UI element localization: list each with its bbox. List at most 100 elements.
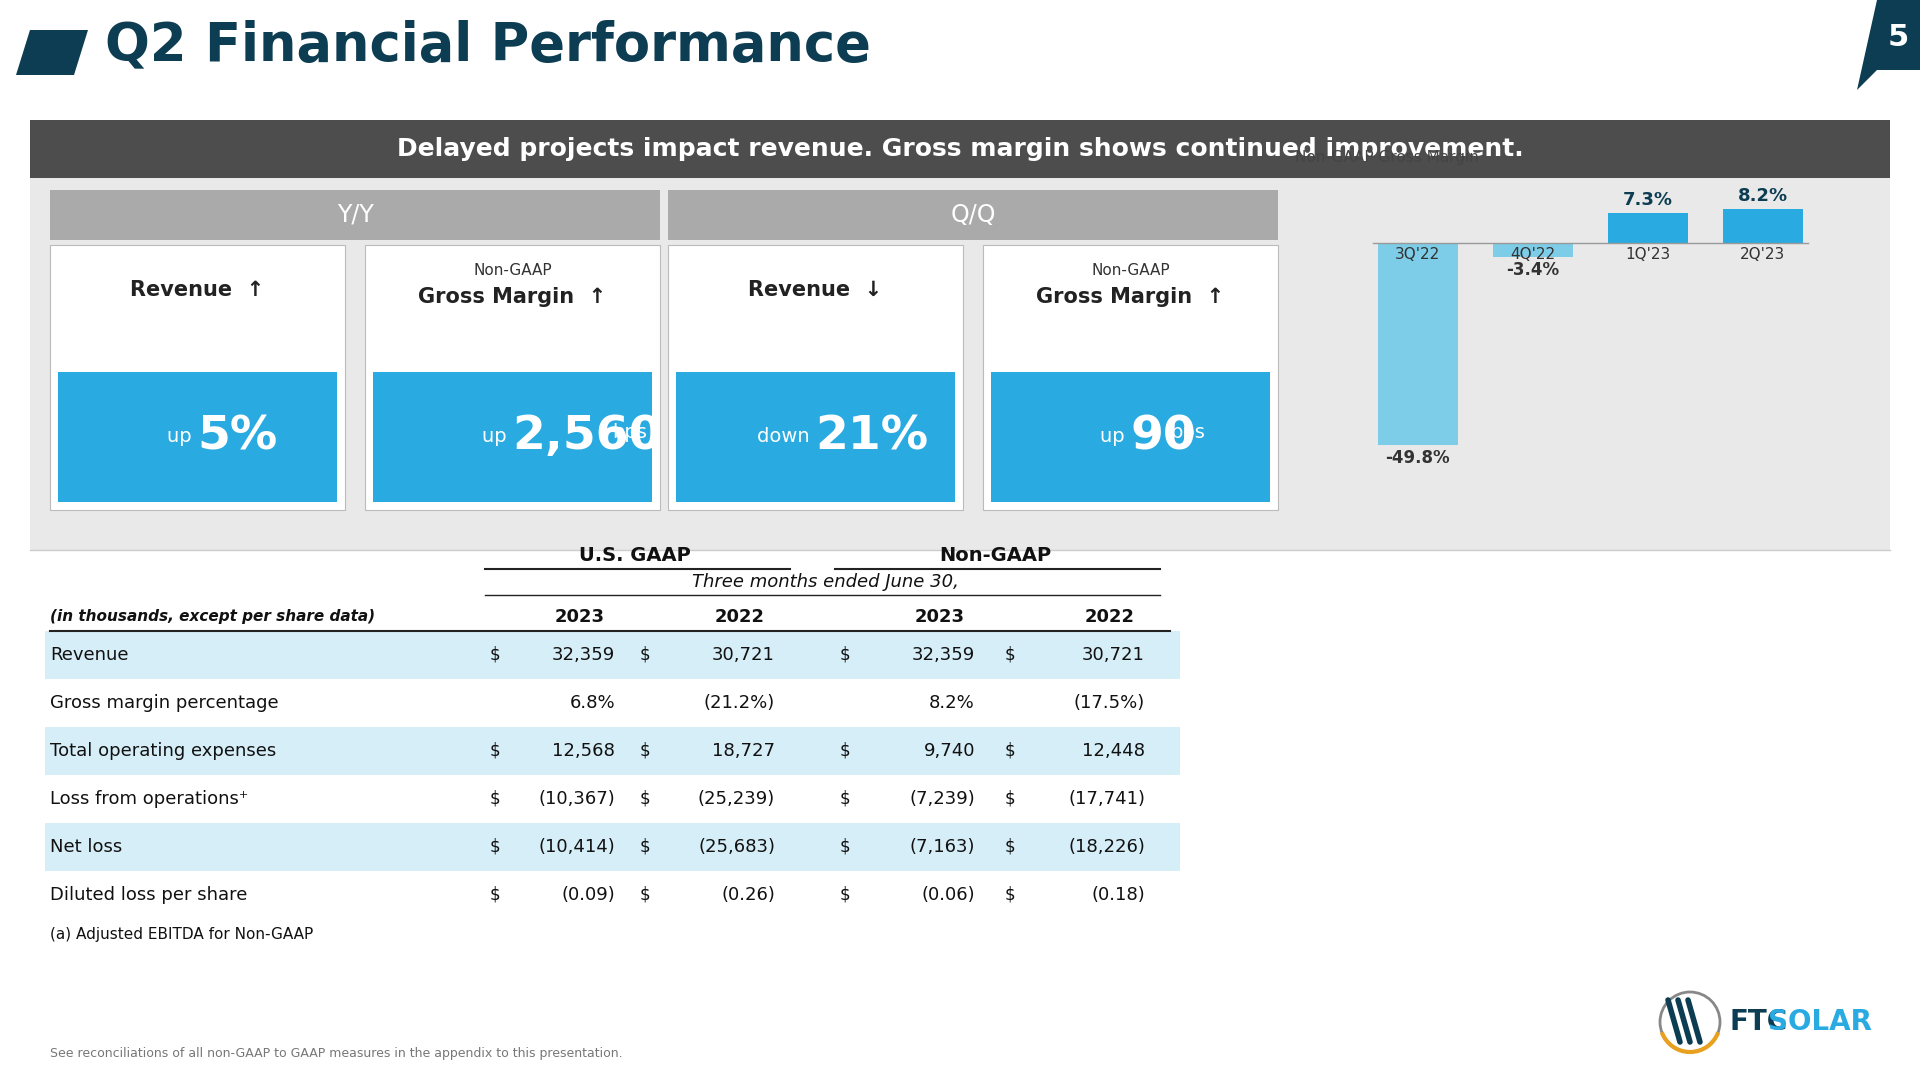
Text: 90: 90 xyxy=(1131,415,1196,459)
Text: (a) Adjusted EBITDA for Non-GAAP: (a) Adjusted EBITDA for Non-GAAP xyxy=(50,927,313,942)
Text: up: up xyxy=(1100,428,1131,446)
Text: (17.5%): (17.5%) xyxy=(1073,694,1144,712)
Polygon shape xyxy=(35,30,69,75)
Polygon shape xyxy=(15,30,52,75)
FancyBboxPatch shape xyxy=(1607,213,1688,243)
Text: $: $ xyxy=(841,789,851,808)
FancyBboxPatch shape xyxy=(44,727,1181,775)
FancyBboxPatch shape xyxy=(668,190,1279,240)
Text: $: $ xyxy=(490,789,501,808)
Text: U.S. GAAP: U.S. GAAP xyxy=(580,546,691,565)
Text: Delayed projects impact revenue. Gross margin shows continued improvement.: Delayed projects impact revenue. Gross m… xyxy=(397,137,1523,161)
Text: $: $ xyxy=(841,742,851,760)
Text: 2,560: 2,560 xyxy=(513,415,662,459)
FancyBboxPatch shape xyxy=(668,245,964,510)
Text: bps: bps xyxy=(612,422,647,442)
Text: Q2 Financial Performance: Q2 Financial Performance xyxy=(106,19,872,71)
Text: (7,239): (7,239) xyxy=(910,789,975,808)
Text: Gross margin percentage: Gross margin percentage xyxy=(50,694,278,712)
Text: 8.2%: 8.2% xyxy=(929,694,975,712)
Text: 9,740: 9,740 xyxy=(924,742,975,760)
Text: Revenue  ↓: Revenue ↓ xyxy=(749,280,883,300)
FancyBboxPatch shape xyxy=(44,631,1181,679)
Text: 5: 5 xyxy=(1887,24,1908,53)
Text: $: $ xyxy=(639,742,651,760)
Text: (25,683): (25,683) xyxy=(699,838,776,856)
FancyBboxPatch shape xyxy=(991,372,1269,502)
Text: $: $ xyxy=(1004,789,1016,808)
Text: (in thousands, except per share data): (in thousands, except per share data) xyxy=(50,609,374,624)
Text: $: $ xyxy=(841,886,851,904)
FancyBboxPatch shape xyxy=(58,372,338,502)
Text: $: $ xyxy=(490,886,501,904)
Text: Gross Margin  ↑: Gross Margin ↑ xyxy=(1037,287,1225,307)
Text: 3Q'22: 3Q'22 xyxy=(1394,246,1440,261)
Text: -49.8%: -49.8% xyxy=(1384,449,1450,467)
FancyBboxPatch shape xyxy=(31,120,1889,550)
Text: $: $ xyxy=(639,789,651,808)
Text: (18,226): (18,226) xyxy=(1068,838,1144,856)
FancyBboxPatch shape xyxy=(1722,210,1803,243)
Text: SOLAR: SOLAR xyxy=(1768,1008,1872,1036)
FancyBboxPatch shape xyxy=(983,245,1279,510)
Text: (25,239): (25,239) xyxy=(697,789,776,808)
Text: 21%: 21% xyxy=(816,415,929,459)
Text: 30,721: 30,721 xyxy=(712,646,776,664)
Text: (21.2%): (21.2%) xyxy=(705,694,776,712)
Text: Non-GAAP: Non-GAAP xyxy=(472,264,551,278)
Text: 2022: 2022 xyxy=(714,608,764,626)
Text: Q/Q: Q/Q xyxy=(950,203,996,227)
Text: bps: bps xyxy=(1171,422,1206,442)
FancyBboxPatch shape xyxy=(50,245,346,510)
Text: Revenue: Revenue xyxy=(50,646,129,664)
Text: 30,721: 30,721 xyxy=(1083,646,1144,664)
Text: 2Q'23: 2Q'23 xyxy=(1740,246,1786,261)
Text: $: $ xyxy=(639,838,651,856)
Text: $: $ xyxy=(490,838,501,856)
Text: Y/Y: Y/Y xyxy=(336,203,372,227)
FancyBboxPatch shape xyxy=(50,190,660,240)
FancyBboxPatch shape xyxy=(44,823,1181,870)
Text: 18,727: 18,727 xyxy=(712,742,776,760)
Text: down: down xyxy=(756,428,816,446)
Text: $: $ xyxy=(1004,838,1016,856)
Text: 12,568: 12,568 xyxy=(553,742,614,760)
Text: FTC: FTC xyxy=(1730,1008,1788,1036)
Text: $: $ xyxy=(1004,646,1016,664)
FancyBboxPatch shape xyxy=(1377,243,1457,445)
Text: 4Q'22: 4Q'22 xyxy=(1509,246,1555,261)
Text: up: up xyxy=(167,428,198,446)
FancyBboxPatch shape xyxy=(372,372,653,502)
Text: (7,163): (7,163) xyxy=(910,838,975,856)
Text: (0.09): (0.09) xyxy=(561,886,614,904)
Text: $: $ xyxy=(490,742,501,760)
Text: Three months ended June 30,: Three months ended June 30, xyxy=(691,573,958,591)
Text: Non-GAAP: Non-GAAP xyxy=(939,546,1050,565)
Text: 2022: 2022 xyxy=(1085,608,1135,626)
Text: (0.26): (0.26) xyxy=(722,886,776,904)
Text: 32,359: 32,359 xyxy=(912,646,975,664)
Text: 8.2%: 8.2% xyxy=(1738,188,1788,205)
Text: Loss from operations⁺: Loss from operations⁺ xyxy=(50,789,248,808)
Text: $: $ xyxy=(639,886,651,904)
Text: Gross Margin  ↑: Gross Margin ↑ xyxy=(419,287,607,307)
Text: (0.06): (0.06) xyxy=(922,886,975,904)
Text: 5%: 5% xyxy=(198,415,278,459)
Text: Non-GAAP Gross Margin: Non-GAAP Gross Margin xyxy=(1294,150,1478,165)
Text: $: $ xyxy=(841,838,851,856)
Text: 32,359: 32,359 xyxy=(551,646,614,664)
FancyBboxPatch shape xyxy=(1492,243,1572,257)
Text: $: $ xyxy=(639,646,651,664)
Text: $: $ xyxy=(1004,886,1016,904)
FancyBboxPatch shape xyxy=(31,120,1889,178)
Text: Non-GAAP: Non-GAAP xyxy=(1091,264,1169,278)
Text: 7.3%: 7.3% xyxy=(1622,191,1672,210)
Text: 6.8%: 6.8% xyxy=(570,694,614,712)
Text: (0.18): (0.18) xyxy=(1091,886,1144,904)
Text: (17,741): (17,741) xyxy=(1068,789,1144,808)
Text: Diluted loss per share: Diluted loss per share xyxy=(50,886,248,904)
Text: Net loss: Net loss xyxy=(50,838,123,856)
Text: 2023: 2023 xyxy=(916,608,966,626)
Text: Revenue  ↑: Revenue ↑ xyxy=(131,280,265,300)
Text: Total operating expenses: Total operating expenses xyxy=(50,742,276,760)
